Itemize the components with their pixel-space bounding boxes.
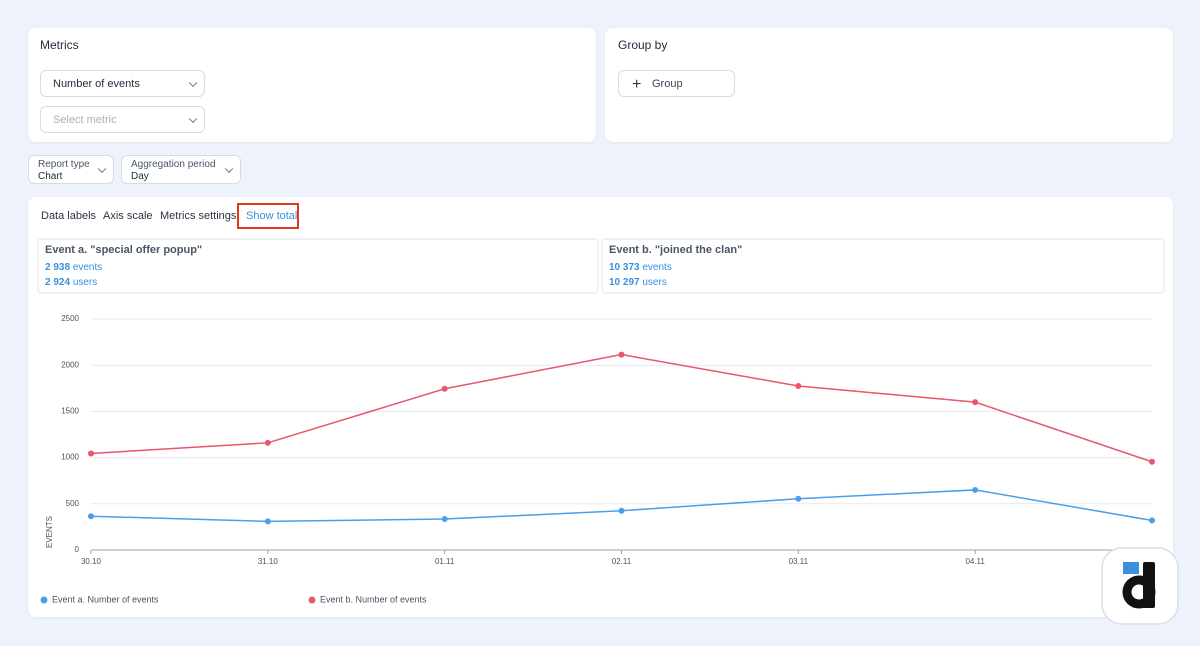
report-type-select[interactable]: Report type Chart	[28, 155, 114, 184]
unit: users	[642, 277, 667, 288]
tab[interactable]: Metrics settings	[160, 210, 237, 222]
select-label: Report type	[38, 159, 90, 170]
select-value: Number of events	[53, 78, 140, 90]
metrics-card: Metrics Number of events Select metric	[28, 28, 596, 142]
group-card: Group by + Group	[605, 28, 1173, 142]
select-value: Day	[131, 171, 149, 182]
select-placeholder: Select metric	[53, 114, 117, 126]
unit: users	[72, 277, 98, 288]
event-name: Event b. "joined the clan"	[609, 244, 743, 256]
count: 10 297	[609, 277, 640, 288]
tab[interactable]: Axis scale	[103, 210, 153, 222]
event-name: Event a. "special offer popup"	[45, 244, 203, 256]
logo	[1101, 547, 1179, 625]
select-value: Chart	[38, 171, 63, 182]
count: 2 938	[45, 262, 71, 273]
button-label: Group	[652, 78, 683, 90]
count: 10 373	[609, 262, 640, 273]
aggregation-select[interactable]: Aggregation period Day	[121, 155, 241, 184]
panel-title: Metrics	[40, 38, 79, 52]
count: 2 924	[45, 277, 71, 288]
highlight-box	[237, 203, 299, 229]
total-box: Event a. "special offer popup" 2 938 eve…	[37, 238, 599, 294]
unit: events	[642, 262, 672, 273]
tab[interactable]: Show total	[246, 210, 298, 222]
tab[interactable]: Data labels	[41, 210, 97, 222]
panel-title: Group by	[618, 38, 668, 52]
group-button[interactable]: + Group	[618, 70, 735, 97]
metric-select[interactable]: Number of events	[40, 70, 205, 97]
total-box: Event b. "joined the clan" 10 373 events…	[601, 238, 1165, 294]
metric-select[interactable]: Select metric	[40, 106, 205, 133]
unit: events	[72, 262, 103, 273]
select-label: Aggregation period	[131, 159, 216, 170]
